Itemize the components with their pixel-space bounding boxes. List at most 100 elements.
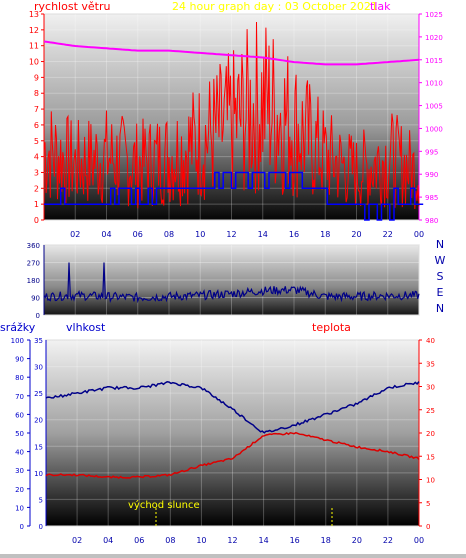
x-tick-label: 00 — [414, 230, 424, 239]
x-tick-label: 14 — [258, 536, 268, 545]
pressure-tick-label: 1015 — [425, 57, 443, 65]
direction-tick-label: 180 — [27, 277, 40, 285]
x-tick-label: 18 — [321, 536, 331, 545]
x-tick-label: 22 — [383, 230, 393, 239]
chart-title: 24 hour graph day : 03 October 2021 — [172, 0, 378, 13]
humidity-tick-label: 5 — [39, 496, 43, 504]
direction-ticks: 0 90 180 270 360 — [27, 242, 40, 320]
humidity-label: vlhkost — [66, 321, 106, 334]
x-tick-label: 06 — [133, 230, 143, 239]
temperature-tick-label: 35 — [426, 360, 435, 368]
x-tick-label: 14 — [258, 230, 268, 239]
pressure-tick-label: 1000 — [425, 125, 443, 133]
x-tick-label: 20 — [352, 536, 362, 545]
compass-label: N — [436, 238, 444, 251]
wind-tick-label: 8 — [34, 89, 39, 98]
bottom-series — [45, 381, 420, 480]
temperature-tick-label: 5 — [426, 500, 430, 508]
bottom-x-ticks: 02 04 06 08 10 12 14 16 18 20 22 00 — [72, 536, 424, 545]
wind-tick-label: 13 — [29, 10, 39, 19]
x-tick-label: 16 — [289, 230, 299, 239]
wind-tick-label: 12 — [29, 26, 39, 35]
rain-tick-label: 10 — [15, 504, 24, 512]
pressure-tick-label: 990 — [425, 171, 438, 179]
temperature-line — [45, 431, 420, 480]
rain-label: srážky — [0, 321, 36, 334]
x-tick-label: 02 — [70, 230, 80, 239]
x-tick-label: 16 — [290, 536, 300, 545]
x-tick-label: 08 — [164, 230, 174, 239]
wind-tick-label: 7 — [34, 105, 39, 114]
rain-ticks: 0 10 20 30 40 50 60 70 80 90 100 — [11, 337, 30, 531]
temperature-tick-label: 0 — [426, 523, 430, 531]
rain-tick-label: 30 — [15, 467, 24, 475]
wind-tick-label: 4 — [34, 153, 39, 162]
sunrise-label: východ slunce — [128, 499, 200, 511]
wind-tick-label: 6 — [34, 121, 39, 130]
x-tick-label: 20 — [351, 230, 361, 239]
pressure-tick-label: 1020 — [425, 34, 443, 42]
direction-tick-label: 270 — [27, 260, 40, 268]
humidity-ticks: 0 5 10 15 20 25 30 35 — [34, 337, 43, 531]
wind-speed-line — [43, 21, 420, 210]
x-tick-label: 04 — [103, 536, 113, 545]
humidity-tick-label: 20 — [34, 417, 43, 425]
x-tick-label: 04 — [101, 230, 111, 239]
top-x-ticks: 02 04 06 08 10 12 14 16 18 20 22 00 — [70, 230, 424, 239]
x-tick-label: 22 — [383, 536, 393, 545]
temperature-ticks: 0 5 10 15 20 25 30 35 40 — [419, 337, 435, 531]
rain-tick-label: 80 — [15, 374, 24, 382]
rain-tick-label: 70 — [15, 393, 24, 401]
x-tick-label: 00 — [414, 536, 424, 545]
rain-tick-label: 20 — [15, 486, 24, 494]
direction-tick-label: 90 — [31, 295, 40, 303]
x-tick-label: 10 — [195, 230, 205, 239]
humidity-tick-label: 15 — [34, 443, 43, 451]
x-tick-label: 08 — [165, 536, 175, 545]
x-tick-label: 02 — [72, 536, 82, 545]
rain-tick-label: 100 — [11, 337, 24, 345]
rain-tick-label: 90 — [15, 356, 24, 364]
direction-tick-label: 0 — [36, 312, 40, 320]
bottom-plot-area — [45, 339, 420, 527]
temperature-tick-label: 25 — [426, 407, 435, 415]
direction-plot-area — [43, 244, 420, 316]
wind-tick-label: 0 — [34, 216, 39, 225]
wind-tick-label: 1 — [34, 200, 39, 209]
humidity-tick-label: 25 — [34, 390, 43, 398]
top-plot-series — [43, 21, 424, 221]
pressure-tick-label: 985 — [425, 194, 438, 202]
humidity-tick-label: 30 — [34, 364, 43, 372]
pressure-line — [43, 40, 420, 66]
temperature-label: teplota — [312, 321, 351, 334]
temperature-tick-label: 15 — [426, 453, 435, 461]
humidity-tick-label: 0 — [39, 523, 43, 531]
temperature-tick-label: 30 — [426, 384, 435, 392]
pressure-tick-label: 1005 — [425, 103, 443, 111]
direction-tick-label: 360 — [27, 242, 40, 250]
rain-tick-label: 0 — [20, 523, 24, 531]
humidity-line — [45, 381, 420, 434]
pressure-tick-label: 980 — [425, 217, 438, 225]
wind-tick-label: 10 — [29, 58, 39, 67]
compass-label: N — [436, 302, 444, 315]
rain-tick-label: 60 — [15, 411, 24, 419]
temperature-tick-label: 10 — [426, 477, 435, 485]
x-tick-label: 12 — [227, 536, 237, 545]
rain-tick-label: 50 — [15, 430, 24, 438]
bottom-grid — [46, 339, 420, 527]
humidity-tick-label: 10 — [34, 470, 43, 478]
x-tick-label: 10 — [196, 536, 206, 545]
x-tick-label: 12 — [226, 230, 236, 239]
compass-label: E — [437, 286, 444, 299]
pressure-label: tlak — [370, 0, 391, 13]
compass-label: W — [435, 254, 446, 267]
temperature-tick-label: 20 — [426, 430, 435, 438]
wind-tick-label: 9 — [34, 73, 39, 82]
direction-series — [43, 262, 420, 304]
temperature-tick-label: 40 — [426, 337, 435, 345]
